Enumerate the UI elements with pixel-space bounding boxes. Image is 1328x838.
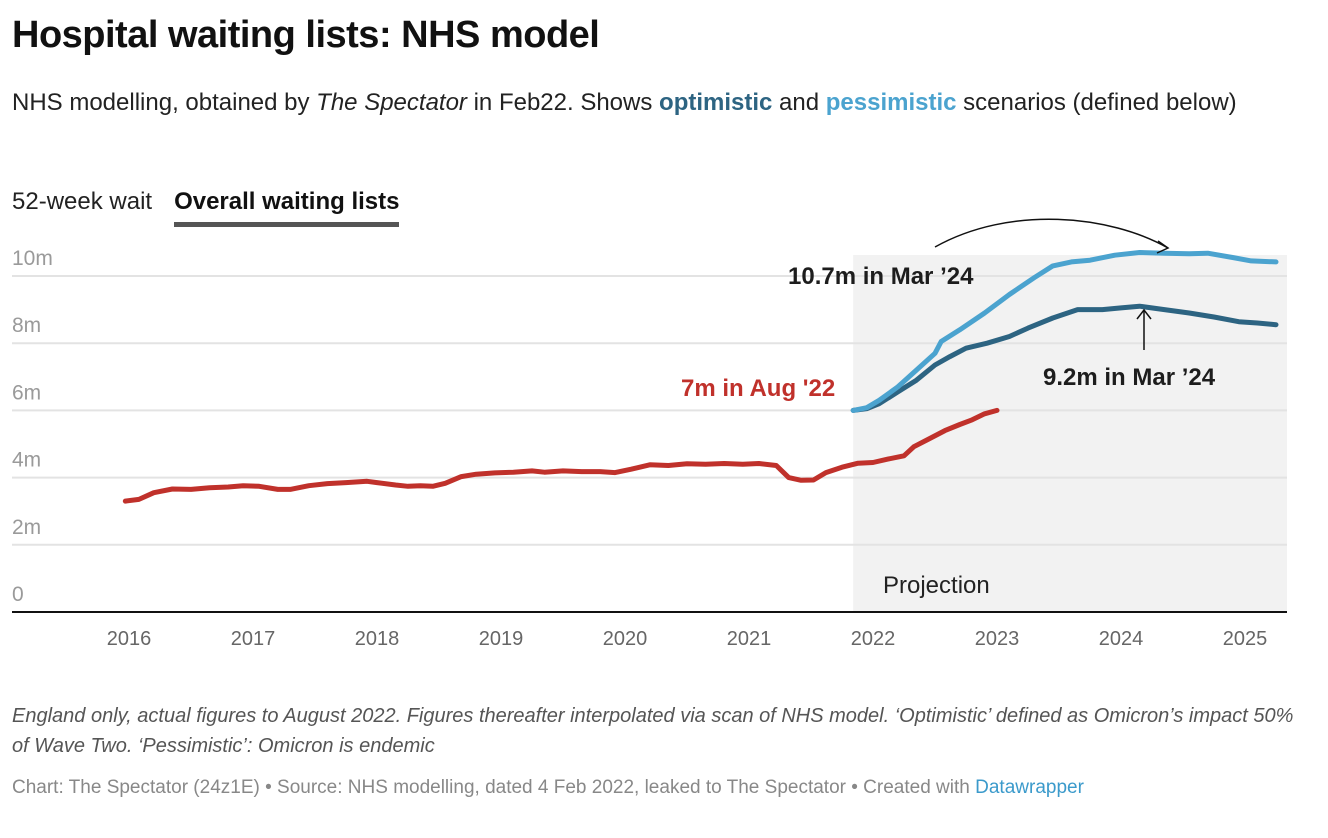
datawrapper-link[interactable]: Datawrapper	[975, 777, 1084, 798]
chart-subtitle: NHS modelling, obtained by The Spectator…	[12, 86, 1302, 119]
series-line-actual	[122, 407, 1000, 504]
y-tick-label: 0	[12, 583, 24, 606]
series-line-optimistic	[850, 303, 1279, 413]
x-tick-label: 2025	[1223, 628, 1268, 650]
subtitle-suffix: scenarios (defined below)	[956, 89, 1237, 116]
x-tick-label: 2017	[231, 628, 276, 650]
y-tick-label: 2m	[12, 516, 41, 539]
view-tabs: 52-week wait Overall waiting lists	[12, 188, 400, 227]
y-tick-label: 4m	[12, 449, 41, 472]
tab-overall-waiting-lists[interactable]: Overall waiting lists	[174, 188, 400, 227]
x-tick-label: 2018	[355, 628, 400, 650]
x-tick-label: 2023	[975, 628, 1020, 650]
line-chart: 0 2m 4m 6m 8m 10m 2016 2017 2018 2019 2020 2021 202…	[12, 218, 1287, 650]
annotation-optimistic: 9.2m in Mar ’24	[1043, 364, 1216, 391]
chart-notes: England only, actual figures to August 2…	[12, 705, 1294, 757]
y-tick-label: 6m	[12, 381, 41, 404]
subtitle-middle: in Feb22. Shows	[466, 89, 660, 116]
annotation-actual: 7m in Aug '22	[681, 375, 835, 402]
legend-optimistic: optimistic	[659, 89, 773, 116]
y-axis-labels: 0 2m 4m 6m 8m 10m	[12, 247, 53, 606]
x-tick-label: 2020	[603, 628, 648, 650]
credit-text: Chart: The Spectator (24z1E) • Source: N…	[12, 777, 976, 798]
tab-52-week-wait[interactable]: 52-week wait	[12, 188, 153, 215]
gridlines	[12, 275, 1287, 546]
arrowhead-icon	[1136, 308, 1152, 320]
subtitle-and: and	[772, 89, 826, 116]
annotations: 7m in Aug '22 10.7m in Mar ’24 9.2m in M…	[681, 218, 1216, 402]
annotation-arrow-pessimistic	[934, 218, 1169, 249]
x-tick-label: 2016	[107, 628, 152, 650]
x-tick-label: 2024	[1099, 628, 1144, 650]
chart-credit: Chart: The Spectator (24z1E) • Source: N…	[12, 777, 1084, 799]
chart-title: Hospital waiting lists: NHS model	[12, 14, 600, 56]
x-axis-labels: 2016 2017 2018 2019 2020 2021 2022 2023 2024 2025	[107, 628, 1268, 650]
arrowhead-icon	[1156, 240, 1170, 254]
x-tick-label: 2022	[851, 628, 896, 650]
legend-pessimistic: pessimistic	[825, 89, 957, 116]
x-tick-label: 2021	[727, 628, 772, 650]
projection-region	[853, 255, 1287, 612]
series-lines	[122, 250, 1279, 504]
series-line-pessimistic	[850, 250, 1279, 413]
subtitle-prefix: NHS modelling, obtained by	[12, 89, 317, 116]
x-tick-label: 2019	[479, 628, 524, 650]
y-tick-label: 8m	[12, 314, 41, 337]
projection-label: Projection	[883, 572, 990, 599]
annotation-pessimistic: 10.7m in Mar ’24	[788, 263, 974, 290]
subtitle-publication: The Spectator	[316, 89, 467, 116]
y-tick-label: 10m	[12, 247, 53, 270]
